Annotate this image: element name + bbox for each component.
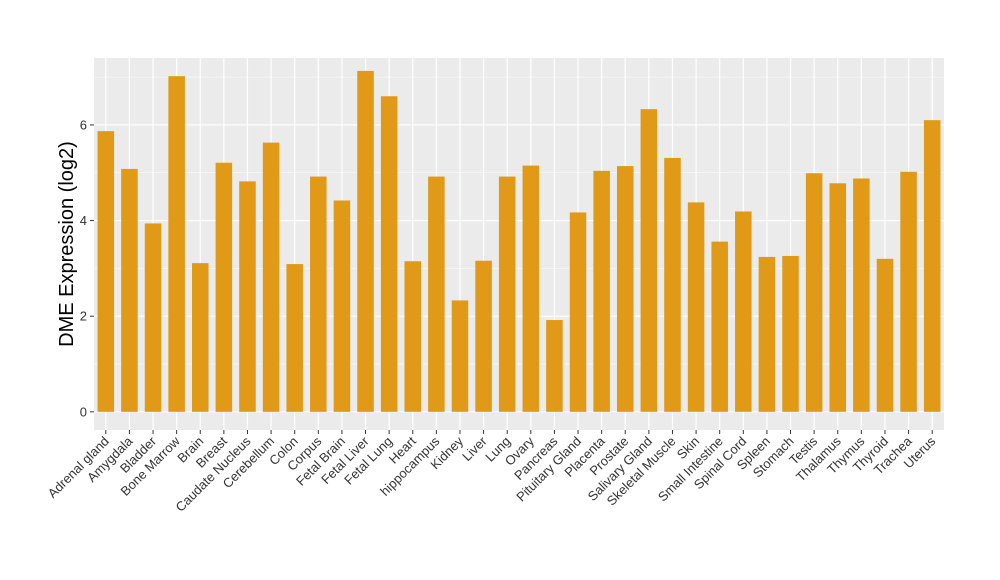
bar-spinal-cord	[735, 211, 752, 411]
bar-skeletal-muscle	[664, 158, 681, 412]
bar-corpus	[310, 177, 327, 412]
bar-thymus	[853, 178, 870, 411]
y-axis-title: DME Expression (log2)	[56, 141, 78, 347]
bar-placenta	[593, 171, 610, 412]
bar-colon	[286, 264, 303, 412]
y-tick-label: 6	[80, 117, 87, 132]
bar-brain	[192, 263, 209, 412]
bar-fetal-brain	[334, 200, 351, 411]
bar-trachea	[900, 172, 917, 412]
y-tick-label: 0	[80, 404, 87, 419]
y-axis: 0 2 4 6	[80, 117, 94, 419]
bar-heart	[404, 261, 421, 412]
bar-prostate	[617, 166, 634, 412]
bar-hippocampus	[428, 177, 445, 412]
bar-thyroid	[877, 259, 894, 412]
bar-liver	[475, 261, 492, 412]
bar-skin	[688, 202, 705, 411]
bar-breast	[216, 163, 233, 412]
y-tick-label: 4	[80, 213, 87, 228]
bar-small-intestine	[711, 242, 728, 412]
y-tick-label: 2	[80, 309, 87, 324]
bar-amygdala	[121, 169, 138, 412]
bar-pancreas	[546, 320, 563, 412]
bar-ovary	[523, 166, 540, 412]
bar-cerebellum	[263, 143, 280, 412]
bar-bone-marrow	[168, 76, 185, 412]
bar-lung	[499, 177, 516, 412]
bar-thalamus	[829, 183, 846, 412]
bar-kidney	[452, 300, 469, 411]
bar-uterus	[924, 120, 941, 412]
bar-adrenal-gland	[98, 131, 115, 412]
bar-fetal-liver	[357, 71, 374, 412]
x-tick-label: Liver	[459, 433, 490, 464]
bar-salivary-gland	[641, 109, 658, 412]
bar-testis	[806, 173, 823, 412]
bar-bladder	[145, 223, 162, 411]
bar-stomach	[782, 256, 799, 412]
bar-spleen	[759, 257, 776, 412]
bar-fetal-lung	[381, 96, 398, 412]
bar-pituitary-gland	[570, 212, 587, 411]
bar-caudate-nucleus	[239, 181, 256, 411]
